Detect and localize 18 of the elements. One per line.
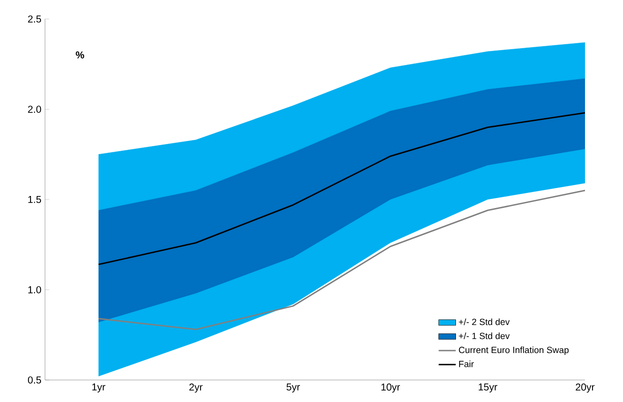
y-tick-label: 1.0 [28, 286, 42, 294]
x-tick-label: 20yr [576, 384, 595, 393]
x-tick-label: 5yr [286, 384, 300, 392]
y-tick-label: 0.5 [28, 376, 42, 384]
y-tick-label: 1.5 [28, 196, 42, 203]
line-series [98, 112, 586, 266]
legend-label: Fair [459, 360, 474, 368]
x-tick-label: 2yr [189, 384, 203, 393]
legend-label: +/- 2 Std dev [458, 318, 510, 326]
x-tick-label: 10yr [381, 384, 400, 393]
x-tick-label: 15yr [478, 384, 498, 392]
annotation: % [76, 51, 84, 58]
legend-label: +/- 1 Std dev [458, 332, 510, 340]
legend-label: Current Euro Inflation Swap [458, 346, 569, 355]
x-tick-label: 1yr [92, 384, 106, 392]
line-series [98, 190, 586, 330]
y-tick-label: 2.5 [28, 15, 42, 23]
y-tick-label: 2.0 [28, 106, 42, 113]
